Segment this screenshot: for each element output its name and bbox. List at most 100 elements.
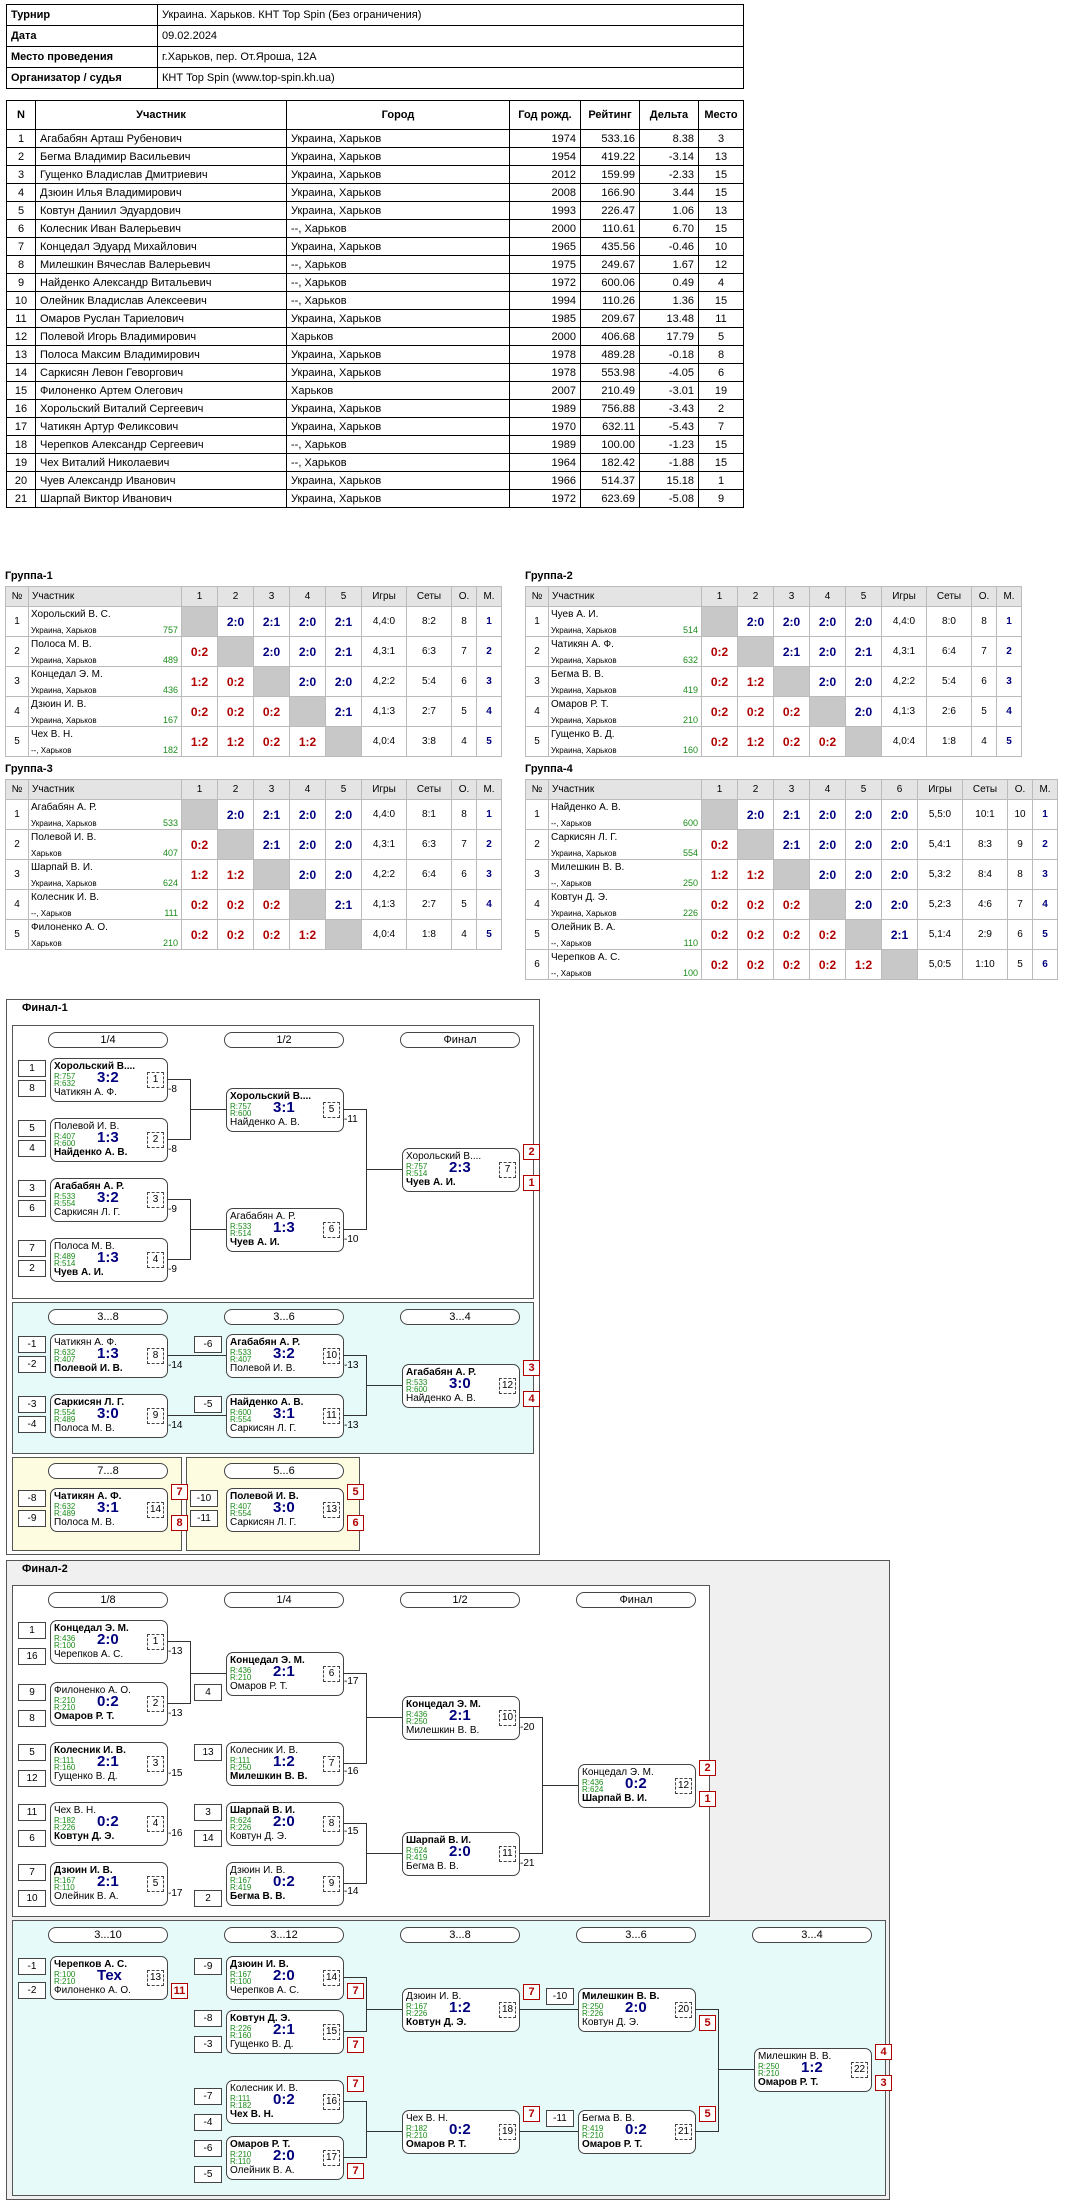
games: 4,1:3: [881, 696, 927, 727]
table-cell: Украина, Харьков: [286, 399, 510, 418]
table-cell: 210.49: [580, 381, 640, 400]
player-rating: 436: [162, 685, 178, 695]
info-key: Организатор / судья: [6, 67, 158, 89]
place: 1: [476, 799, 502, 830]
player-name: Агабабян А. Р.: [31, 802, 97, 813]
match-score: 2:0: [217, 606, 254, 637]
table-cell: Чуев Александр Иванович: [35, 471, 287, 490]
round-header: 1/4: [224, 1592, 344, 1608]
table-cell: 4: [698, 273, 744, 292]
match-score: 2:0: [325, 666, 362, 697]
player-city: Украина, Харьков: [551, 746, 617, 755]
bracket-line: [718, 2009, 719, 2131]
points: 6: [451, 859, 477, 890]
group-table: № Участник 1 2 3 4 5 Игры Сеты О. М. 1 Чуев А. И. Укр…: [525, 586, 1022, 757]
table-cell: Шарпай Виктор Иванович: [35, 489, 287, 508]
match-box: Дзюин И. В. R:167 R:226 1:2 18 Ковтун Д. Э.: [402, 1988, 520, 2032]
col-games: Игры: [361, 586, 407, 607]
player-no: 5: [525, 726, 549, 757]
rating-b: R:554: [54, 1199, 76, 1208]
games: 4,2:2: [361, 859, 407, 890]
group-table: № Участник 1 2 3 4 5 Игры Сеты О. М. 1 Агабабян А. Р…: [5, 779, 502, 950]
group-header-row: № Участник 1 2 3 4 5 6 Игры Сеты О. М.: [525, 779, 1058, 800]
table-cell: -0.46: [639, 237, 699, 256]
bracket-line: [167, 1355, 226, 1356]
column-header: Участник: [35, 100, 287, 130]
bracket-line: [167, 1079, 191, 1080]
table-cell: Харьков: [286, 381, 510, 400]
player-cell: Саркисян Л. Г. Украина, Харьков 554: [548, 829, 702, 860]
bracket-line: [190, 1109, 226, 1110]
player-a: Шарпай В. И.: [230, 1805, 295, 1816]
sets: 2:6: [926, 696, 972, 727]
table-cell: -3.43: [639, 399, 699, 418]
table-cell: Украина, Харьков: [286, 345, 510, 364]
match-score: 2:0: [273, 2147, 295, 2164]
table-cell: 2: [698, 399, 744, 418]
table-cell: 2012: [509, 165, 581, 184]
player-rating: 419: [682, 685, 698, 695]
rating-a: R:111: [230, 2094, 251, 2103]
points: 6: [451, 666, 477, 697]
player-a: Чех В. Н.: [54, 1805, 97, 1816]
score-value: 2:1: [334, 897, 353, 912]
sets: 5:4: [926, 666, 972, 697]
player-no: 3: [525, 666, 549, 697]
player-city: Украина, Харьков: [31, 626, 97, 635]
score-value: 2:0: [854, 704, 873, 719]
loser-goes-to: -11: [344, 1114, 358, 1125]
player-b: Чех В. Н.: [230, 2109, 274, 2120]
rating-b: R:419: [230, 1883, 252, 1892]
table-cell: Саркисян Левон Геворгович: [35, 363, 287, 382]
player-name: Филоненко А. О.: [31, 922, 108, 933]
match-score: 1:2: [801, 2059, 823, 2076]
match-score: 1:2: [701, 859, 738, 890]
loser-goes-to: -9: [168, 1264, 177, 1275]
player-city: --, Харьков: [551, 879, 592, 888]
player-b: Омаров Р. Т.: [406, 2139, 467, 2150]
table-cell: -1.88: [639, 453, 699, 472]
sets: 6:4: [406, 859, 452, 890]
score-value: 0:2: [262, 704, 281, 719]
self-cell: [325, 919, 362, 950]
match-score: 0:2: [273, 1873, 295, 1890]
rating-a: R:100: [54, 1970, 76, 1979]
player-a: Дзюин И. В.: [230, 1865, 286, 1876]
table-cell: 20: [6, 471, 36, 490]
player-no: 4: [5, 889, 29, 920]
place: 4: [476, 696, 502, 727]
player-b: Саркисян Л. Г.: [230, 1517, 297, 1528]
score-value: 0:2: [262, 927, 281, 942]
col-opponent: 5: [845, 779, 882, 800]
seed-box: 1: [18, 1622, 46, 1639]
match-score: 0:2: [701, 666, 738, 697]
match-score: 2:0: [809, 799, 846, 830]
col-name: Участник: [28, 779, 182, 800]
seed-box: -9: [194, 1958, 222, 1975]
match-score: 0:2: [809, 949, 846, 980]
match-box: Колесник И. В. R:111 R:250 1:2 7 Милешкин В. …: [226, 1742, 344, 1786]
match-box: Омаров Р. Т. R:210 R:110 2:0 17 Олейник В. А.: [226, 2136, 344, 2180]
match-score: 0:2: [737, 949, 774, 980]
match-box: Чатикян А. Ф. R:632 R:407 1:3 8 Полевой И. В.: [50, 1334, 168, 1378]
bracket-line: [366, 1673, 367, 1763]
table-cell: 7: [6, 237, 36, 256]
table-cell: -5.08: [639, 489, 699, 508]
final-place-b: 7: [347, 2163, 364, 2179]
final-place-a: 7: [347, 2076, 364, 2092]
final-place-b: 4: [523, 1391, 540, 1407]
table-row: 6 Колесник Иван Валерьевич --, Харьков 2000…: [6, 219, 744, 238]
player-city: Украина, Харьков: [31, 716, 97, 725]
rating-a: R:436: [582, 1778, 604, 1787]
score-value: 2:0: [890, 807, 909, 822]
rating-b: R:160: [54, 1763, 76, 1772]
table-cell: 1972: [509, 273, 581, 292]
col-name: Участник: [548, 779, 702, 800]
player-rating: 210: [682, 715, 698, 725]
bracket-line: [718, 2069, 754, 2070]
col-no: №: [5, 586, 29, 607]
games: 4,0:4: [361, 726, 407, 757]
player-a: Чех В. Н.: [406, 2113, 449, 2124]
player-name: Ковтун Д. Э.: [551, 892, 608, 903]
score-value: 2:0: [818, 674, 837, 689]
